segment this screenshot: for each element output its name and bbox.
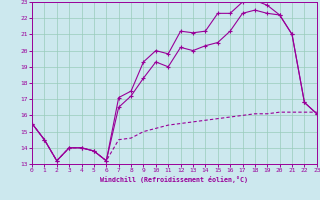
X-axis label: Windchill (Refroidissement éolien,°C): Windchill (Refroidissement éolien,°C) <box>100 176 248 183</box>
